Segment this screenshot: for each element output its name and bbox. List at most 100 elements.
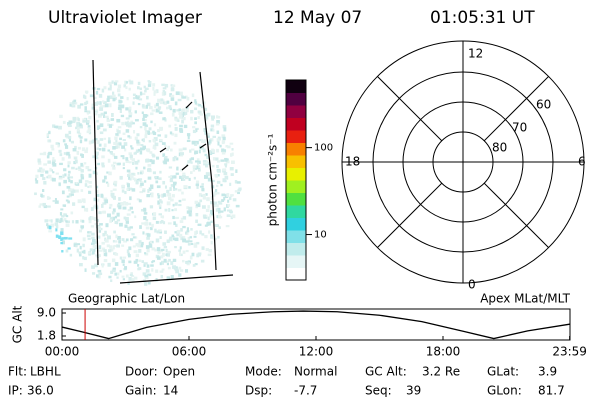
pixel [78, 167, 82, 172]
pixel [160, 219, 164, 224]
pixel [195, 219, 199, 223]
pixel [190, 243, 194, 246]
pixel [168, 238, 173, 242]
pixel [109, 95, 113, 100]
pixel [96, 119, 99, 123]
pixel [114, 220, 117, 225]
pixel [143, 166, 146, 170]
pixel [42, 177, 46, 181]
pixel [112, 146, 116, 150]
pixel [68, 156, 71, 159]
pixel [215, 173, 218, 178]
field-label: IP: [8, 384, 23, 398]
pixel [98, 211, 102, 215]
pixel [179, 233, 183, 238]
pixel [91, 250, 95, 255]
pixel [229, 182, 232, 186]
pixel [196, 185, 199, 189]
pixel [205, 193, 208, 196]
pixel [77, 118, 80, 122]
pixel [154, 228, 157, 233]
pixel [38, 167, 43, 170]
pixel [174, 116, 178, 120]
pixel [165, 158, 169, 162]
pixel [178, 108, 181, 112]
pixel [47, 174, 52, 179]
pixel [108, 206, 112, 209]
pixel [87, 251, 91, 255]
colorbar-label: photon cm⁻²s⁻¹ [266, 133, 280, 226]
pixel [108, 275, 112, 279]
pixel [143, 85, 146, 89]
pixel [216, 148, 219, 153]
pixel [48, 131, 51, 134]
color-step [286, 230, 306, 243]
pixel [190, 228, 193, 231]
pixel [116, 221, 119, 225]
pixel [37, 158, 41, 163]
pixel [226, 193, 230, 197]
pixel [147, 273, 152, 277]
pixel [121, 121, 125, 126]
pixel [190, 157, 195, 161]
pixel [168, 258, 171, 262]
pixel [128, 109, 132, 113]
pixel [205, 116, 209, 120]
pixel [175, 269, 180, 274]
pixel [170, 87, 175, 92]
pixel [78, 200, 83, 203]
pixel [122, 157, 125, 160]
pixel [42, 189, 45, 193]
pixel [107, 149, 111, 152]
pixel [66, 185, 71, 189]
pixel [135, 149, 139, 154]
pixel [112, 245, 115, 250]
pixel [127, 253, 131, 258]
pixel [55, 224, 59, 229]
pixel [164, 83, 169, 88]
pixel [72, 202, 76, 206]
pixel [75, 182, 78, 185]
pixel [194, 117, 197, 120]
pixel [92, 155, 96, 159]
pixel [51, 159, 56, 163]
pixel [48, 225, 52, 230]
pixel [185, 108, 189, 113]
pixel [68, 135, 72, 139]
pixel [165, 253, 168, 256]
pixel [90, 207, 94, 212]
pixel [65, 249, 69, 253]
pixel [221, 134, 226, 139]
pixel [78, 134, 81, 138]
pixel [152, 86, 155, 91]
pixel [162, 252, 165, 257]
pixel [120, 104, 125, 109]
pixel [81, 147, 86, 152]
pixel [91, 232, 95, 236]
pixel [131, 278, 135, 282]
pixel [100, 193, 104, 198]
pixel [153, 92, 156, 96]
pixel [121, 259, 125, 264]
pixel [114, 240, 118, 243]
pixel [157, 195, 160, 199]
pixel [217, 200, 221, 204]
image-label: Geographic Lat/Lon [68, 292, 185, 306]
pixel [204, 130, 208, 135]
pixel [154, 142, 159, 147]
pixel [157, 256, 161, 260]
pixel [158, 229, 162, 232]
pixel [112, 208, 116, 213]
pixel [84, 268, 87, 272]
pixel [121, 189, 125, 193]
pixel [128, 246, 132, 251]
pixel [73, 99, 77, 102]
pixel [159, 270, 164, 273]
pixel [123, 142, 128, 146]
pixel [98, 93, 103, 98]
pixel [177, 98, 182, 102]
pixel [167, 196, 172, 201]
pixel [167, 192, 172, 197]
pixel [131, 172, 135, 175]
pixel [59, 114, 63, 119]
